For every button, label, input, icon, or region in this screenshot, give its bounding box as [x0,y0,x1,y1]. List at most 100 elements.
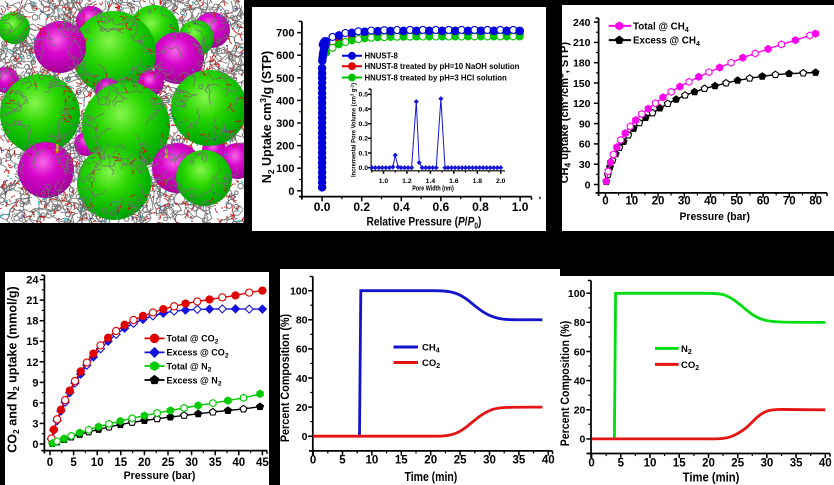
svg-text:0.0: 0.0 [314,200,331,214]
svg-text:240: 240 [573,17,591,29]
svg-text:0: 0 [580,434,586,446]
svg-text:HNUST-8: HNUST-8 [365,52,399,61]
svg-text:30: 30 [579,159,591,171]
svg-text:20: 20 [652,196,665,208]
svg-text:Pore Width (nm): Pore Width (nm) [412,185,454,193]
svg-text:Relative Pressure (P/P0): Relative Pressure (P/P0) [367,216,482,231]
svg-text:0: 0 [288,186,294,198]
svg-text:CO2: CO2 [681,360,699,372]
svg-text:Time (min): Time (min) [404,470,457,484]
svg-text:35: 35 [209,457,222,469]
svg-text:0: 0 [588,458,594,470]
svg-text:40: 40 [819,458,832,470]
svg-text:Percent Composition (%): Percent Composition (%) [280,314,292,442]
svg-text:Total @ CH4: Total @ CH4 [633,22,689,35]
svg-text:HNUST-8 treated by pH=10 NaOH: HNUST-8 treated by pH=10 NaOH solution [365,62,520,71]
svg-text:0.2: 0.2 [353,200,370,214]
svg-text:Excess @ CO2: Excess @ CO2 [167,348,229,360]
svg-text:600: 600 [276,50,294,62]
svg-text:CH4 uptake (cm3/cm3, STP): CH4 uptake (cm3/cm3, STP) [562,42,572,184]
svg-text:700: 700 [276,28,294,40]
svg-text:20: 20 [574,405,586,417]
svg-text:45: 45 [256,457,269,469]
svg-text:24: 24 [26,275,39,287]
svg-text:100: 100 [568,288,586,300]
svg-text:60: 60 [574,346,586,358]
svg-text:0.8: 0.8 [472,200,489,214]
svg-text:Total @ CO2: Total @ CO2 [167,334,219,346]
svg-text:0: 0 [47,457,53,469]
svg-text:0.4: 0.4 [359,106,369,113]
svg-text:35: 35 [513,455,526,467]
svg-text:400: 400 [276,95,294,107]
svg-text:5: 5 [339,455,346,467]
svg-text:20: 20 [702,458,715,470]
svg-text:1.4: 1.4 [426,178,436,185]
svg-text:60: 60 [579,139,591,151]
svg-text:12: 12 [26,357,38,369]
svg-text:100: 100 [290,286,308,298]
svg-text:3: 3 [32,418,38,430]
svg-text:N2 Uptake cm3/g (STP): N2 Uptake cm3/g (STP) [258,51,276,183]
svg-text:20: 20 [138,457,151,469]
svg-text:210: 210 [573,37,591,49]
svg-text:30: 30 [483,455,496,467]
svg-text:40: 40 [574,375,586,387]
svg-text:60: 60 [296,344,308,356]
svg-text:1.2: 1.2 [402,178,412,185]
svg-text:21: 21 [26,295,38,307]
svg-text:40: 40 [232,457,245,469]
svg-text:40: 40 [704,196,717,208]
svg-text:10: 10 [91,457,104,469]
svg-text:18: 18 [26,316,38,328]
svg-text:20: 20 [296,402,308,414]
svg-text:Excess @ CH4: Excess @ CH4 [633,36,700,49]
svg-text:90: 90 [579,118,591,130]
svg-text:150: 150 [573,78,591,90]
svg-text:40: 40 [542,455,555,467]
svg-text:0: 0 [310,455,316,467]
svg-text:9: 9 [32,377,38,389]
svg-text:50: 50 [730,196,743,208]
svg-text:200: 200 [276,141,294,153]
svg-text:40: 40 [296,373,308,385]
svg-text:500: 500 [276,73,294,85]
svg-text:80: 80 [574,317,586,329]
svg-text:5: 5 [70,457,77,469]
svg-text:1.8: 1.8 [473,178,483,185]
svg-text:0.1: 0.1 [359,150,369,157]
svg-text:180: 180 [573,58,591,70]
svg-text:0: 0 [602,196,608,208]
svg-text:80: 80 [809,196,822,208]
svg-text:30: 30 [761,458,774,470]
svg-text:0: 0 [32,439,38,451]
svg-text:120: 120 [573,98,591,110]
svg-text:35: 35 [790,458,803,470]
svg-text:Total @ N2: Total @ N2 [167,361,212,373]
svg-text:1.0: 1.0 [512,200,529,214]
svg-text:0.3: 0.3 [359,121,369,128]
svg-text:25: 25 [162,457,175,469]
svg-text:0.2: 0.2 [359,136,369,143]
svg-text:1.0: 1.0 [379,178,389,185]
svg-text:10: 10 [625,196,638,208]
svg-text:Time (min): Time (min) [683,470,740,485]
svg-text:10: 10 [366,455,379,467]
svg-text:0.0: 0.0 [359,165,369,172]
svg-text:10: 10 [644,458,657,470]
svg-text:1.6: 1.6 [449,178,459,185]
svg-text:6: 6 [32,398,38,410]
svg-text:0: 0 [585,179,591,191]
svg-text:0: 0 [302,431,308,443]
svg-text:CO2: CO2 [422,358,440,370]
svg-text:2.0: 2.0 [496,178,506,185]
svg-text:Incremental Pore Volume (cm3 g: Incremental Pore Volume (cm3 g-1) [349,83,357,177]
svg-text:30: 30 [185,457,198,469]
svg-text:0.5: 0.5 [359,92,369,99]
svg-text:Percent Composition (%): Percent Composition (%) [560,321,572,447]
svg-text:30: 30 [678,196,691,208]
svg-text:15: 15 [395,455,408,467]
svg-text:15: 15 [673,458,686,470]
svg-text:CH4: CH4 [422,343,440,355]
svg-text:25: 25 [731,458,744,470]
